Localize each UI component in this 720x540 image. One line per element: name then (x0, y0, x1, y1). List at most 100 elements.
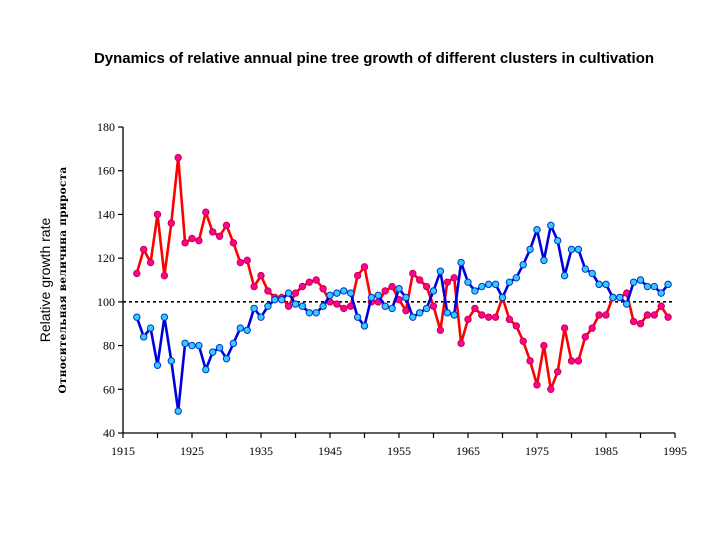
y-tick-label: 60 (103, 382, 115, 396)
data-point (298, 302, 307, 310)
data-point (450, 311, 458, 319)
data-point (188, 234, 196, 243)
data-point (526, 245, 534, 254)
data-point (560, 324, 569, 332)
y-tick-label: 160 (97, 164, 115, 178)
data-point (174, 153, 182, 162)
data-point (636, 276, 645, 284)
data-point (140, 333, 148, 341)
data-point (305, 278, 313, 286)
data-point (264, 302, 272, 310)
data-point (243, 256, 251, 265)
data-point (340, 304, 348, 313)
data-point (312, 276, 320, 284)
data-point (485, 313, 493, 321)
data-point (146, 258, 155, 267)
data-point (215, 344, 224, 352)
data-point (422, 282, 431, 291)
data-point (512, 322, 520, 330)
data-point (153, 361, 162, 369)
x-tick-label: 1935 (249, 444, 273, 458)
data-point (636, 320, 645, 328)
data-point (188, 341, 196, 350)
y-tick-label: 180 (97, 120, 115, 134)
data-point (609, 293, 617, 302)
data-point (478, 311, 486, 319)
data-point (505, 278, 514, 286)
data-point (278, 295, 286, 304)
data-point (257, 313, 265, 321)
data-point (650, 282, 658, 291)
data-point (526, 357, 534, 365)
series-line (135, 224, 670, 413)
data-point (457, 339, 465, 348)
data-point (422, 304, 431, 313)
data-point (498, 293, 507, 302)
data-point (195, 341, 203, 350)
data-point (133, 313, 141, 321)
data-point (567, 357, 576, 365)
data-point (567, 245, 576, 254)
axes (118, 126, 676, 438)
data-point (574, 245, 583, 254)
data-point (215, 232, 224, 240)
data-point (581, 265, 589, 273)
data-point (409, 313, 417, 321)
data-point (602, 280, 610, 289)
y-tick-label: 80 (103, 339, 115, 353)
data-point (181, 239, 189, 247)
x-tick-label: 1955 (387, 444, 411, 458)
series-line (135, 156, 670, 391)
data-point (554, 368, 562, 376)
data-point (160, 271, 169, 280)
data-point (491, 313, 500, 321)
data-point (395, 285, 403, 293)
data-point (388, 282, 396, 291)
data-point (153, 210, 162, 219)
data-point (457, 258, 465, 267)
series-group (133, 153, 672, 415)
data-point (195, 236, 203, 245)
data-point (491, 280, 500, 289)
x-tick-label: 1965 (456, 444, 480, 458)
data-point (291, 300, 300, 308)
data-point (333, 289, 341, 297)
data-point (374, 291, 382, 299)
data-point (167, 357, 176, 365)
data-point (519, 261, 527, 269)
data-point (312, 309, 320, 317)
data-point (229, 339, 238, 348)
data-point (381, 287, 389, 295)
data-point (284, 289, 293, 297)
data-point (547, 221, 555, 230)
data-point (581, 333, 589, 341)
y-tick-label: 120 (97, 251, 115, 265)
data-point (436, 267, 445, 275)
chart-title: Dynamics of relative annual pine tree gr… (93, 50, 655, 67)
data-point (588, 324, 596, 332)
data-point (367, 293, 376, 302)
data-point (202, 365, 210, 374)
x-tick-label: 1975 (525, 444, 549, 458)
data-point (326, 291, 334, 299)
data-point (360, 263, 369, 271)
data-point (250, 282, 258, 291)
data-point (664, 313, 672, 321)
data-point (140, 245, 148, 254)
data-point (319, 302, 327, 310)
data-point (416, 309, 424, 317)
data-point (547, 385, 555, 393)
data-point (291, 289, 300, 297)
data-point (181, 339, 189, 348)
data-point (602, 311, 610, 319)
data-point (657, 289, 665, 297)
y-tick-label: 40 (103, 426, 115, 440)
x-tick-label: 1925 (180, 444, 204, 458)
data-point (333, 300, 341, 308)
series-2 (133, 221, 672, 415)
data-point (629, 278, 638, 286)
data-point (512, 274, 520, 282)
data-point (167, 219, 176, 227)
data-point (347, 289, 355, 297)
